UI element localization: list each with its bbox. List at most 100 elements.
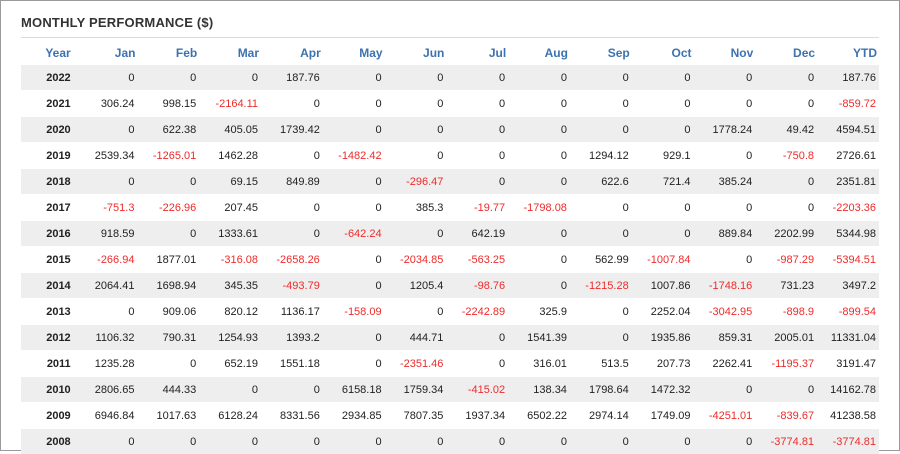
row-year-cell: 2011 bbox=[21, 351, 76, 377]
column-header-ytd[interactable]: YTD bbox=[817, 41, 879, 65]
month-value-cell: 1294.12 bbox=[570, 143, 632, 169]
ytd-cell: 3191.47 bbox=[817, 351, 879, 377]
month-value-cell: 8331.56 bbox=[261, 403, 323, 429]
row-year-cell: 2019 bbox=[21, 143, 76, 169]
month-value-cell: -563.25 bbox=[446, 247, 508, 273]
month-value-cell: 0 bbox=[261, 377, 323, 403]
month-value-cell: 207.73 bbox=[632, 351, 694, 377]
month-value-cell: 6946.84 bbox=[76, 403, 138, 429]
row-year-cell: 2010 bbox=[21, 377, 76, 403]
month-value-cell: 2064.41 bbox=[76, 273, 138, 299]
month-value-cell: 1698.94 bbox=[137, 273, 199, 299]
month-value-cell: 0 bbox=[261, 195, 323, 221]
ytd-cell: 5344.98 bbox=[817, 221, 879, 247]
month-value-cell: -1215.28 bbox=[570, 273, 632, 299]
month-value-cell: 0 bbox=[199, 429, 261, 454]
column-header-jul[interactable]: Jul bbox=[446, 41, 508, 65]
month-value-cell: 0 bbox=[323, 273, 385, 299]
month-value-cell: 0 bbox=[570, 195, 632, 221]
month-value-cell: 0 bbox=[570, 325, 632, 351]
month-value-cell: 138.34 bbox=[508, 377, 570, 403]
month-value-cell: 0 bbox=[76, 429, 138, 454]
month-value-cell: -19.77 bbox=[446, 195, 508, 221]
month-value-cell: -226.96 bbox=[137, 195, 199, 221]
month-value-cell: 0 bbox=[446, 143, 508, 169]
month-value-cell: 1106.32 bbox=[76, 325, 138, 351]
column-header-aug[interactable]: Aug bbox=[508, 41, 570, 65]
month-value-cell: -2351.46 bbox=[385, 351, 447, 377]
month-value-cell: 0 bbox=[446, 65, 508, 91]
column-header-year[interactable]: Year bbox=[21, 41, 76, 65]
month-value-cell: 0 bbox=[385, 65, 447, 91]
column-header-oct[interactable]: Oct bbox=[632, 41, 694, 65]
month-value-cell: 345.35 bbox=[199, 273, 261, 299]
month-value-cell: 0 bbox=[755, 169, 817, 195]
month-value-cell: 859.31 bbox=[694, 325, 756, 351]
column-header-mar[interactable]: Mar bbox=[199, 41, 261, 65]
column-header-feb[interactable]: Feb bbox=[137, 41, 199, 65]
month-value-cell: 0 bbox=[508, 429, 570, 454]
month-value-cell: 0 bbox=[323, 91, 385, 117]
month-value-cell: -1482.42 bbox=[323, 143, 385, 169]
month-value-cell: 0 bbox=[76, 299, 138, 325]
month-value-cell: 385.24 bbox=[694, 169, 756, 195]
month-value-cell: 207.45 bbox=[199, 195, 261, 221]
month-value-cell: 444.71 bbox=[385, 325, 447, 351]
month-value-cell: 0 bbox=[261, 429, 323, 454]
month-value-cell: 652.19 bbox=[199, 351, 261, 377]
month-value-cell: 1778.24 bbox=[694, 117, 756, 143]
month-value-cell: 1205.4 bbox=[385, 273, 447, 299]
ytd-cell: 11331.04 bbox=[817, 325, 879, 351]
month-value-cell: -1265.01 bbox=[137, 143, 199, 169]
month-value-cell: 7807.35 bbox=[385, 403, 447, 429]
month-value-cell: 790.31 bbox=[137, 325, 199, 351]
title-divider bbox=[21, 37, 879, 38]
month-value-cell: 909.06 bbox=[137, 299, 199, 325]
column-header-apr[interactable]: Apr bbox=[261, 41, 323, 65]
month-value-cell: 1393.2 bbox=[261, 325, 323, 351]
month-value-cell: -2658.26 bbox=[261, 247, 323, 273]
row-year-cell: 2016 bbox=[21, 221, 76, 247]
month-value-cell: 1937.34 bbox=[446, 403, 508, 429]
column-header-jun[interactable]: Jun bbox=[385, 41, 447, 65]
month-value-cell: 0 bbox=[261, 143, 323, 169]
ytd-cell: 41238.58 bbox=[817, 403, 879, 429]
month-value-cell: -987.29 bbox=[755, 247, 817, 273]
column-header-sep[interactable]: Sep bbox=[570, 41, 632, 65]
month-value-cell: 1007.86 bbox=[632, 273, 694, 299]
column-header-may[interactable]: May bbox=[323, 41, 385, 65]
month-value-cell: -2034.85 bbox=[385, 247, 447, 273]
column-header-jan[interactable]: Jan bbox=[76, 41, 138, 65]
month-value-cell: 889.84 bbox=[694, 221, 756, 247]
column-header-dec[interactable]: Dec bbox=[755, 41, 817, 65]
row-year-cell: 2012 bbox=[21, 325, 76, 351]
month-value-cell: 1551.18 bbox=[261, 351, 323, 377]
column-header-nov[interactable]: Nov bbox=[694, 41, 756, 65]
month-value-cell: 0 bbox=[385, 91, 447, 117]
month-value-cell: 562.99 bbox=[570, 247, 632, 273]
month-value-cell: 0 bbox=[199, 377, 261, 403]
month-value-cell: 0 bbox=[323, 325, 385, 351]
month-value-cell: 0 bbox=[323, 65, 385, 91]
month-value-cell: -1748.16 bbox=[694, 273, 756, 299]
month-value-cell: 731.23 bbox=[755, 273, 817, 299]
ytd-cell: 2351.81 bbox=[817, 169, 879, 195]
month-value-cell: 0 bbox=[694, 91, 756, 117]
month-value-cell: 1254.93 bbox=[199, 325, 261, 351]
month-value-cell: -266.94 bbox=[76, 247, 138, 273]
month-value-cell: 0 bbox=[76, 169, 138, 195]
row-year-cell: 2015 bbox=[21, 247, 76, 273]
month-value-cell: 0 bbox=[199, 65, 261, 91]
month-value-cell: 6128.24 bbox=[199, 403, 261, 429]
month-value-cell: 1739.42 bbox=[261, 117, 323, 143]
month-value-cell: 0 bbox=[385, 117, 447, 143]
row-year-cell: 2020 bbox=[21, 117, 76, 143]
row-year-cell: 2013 bbox=[21, 299, 76, 325]
